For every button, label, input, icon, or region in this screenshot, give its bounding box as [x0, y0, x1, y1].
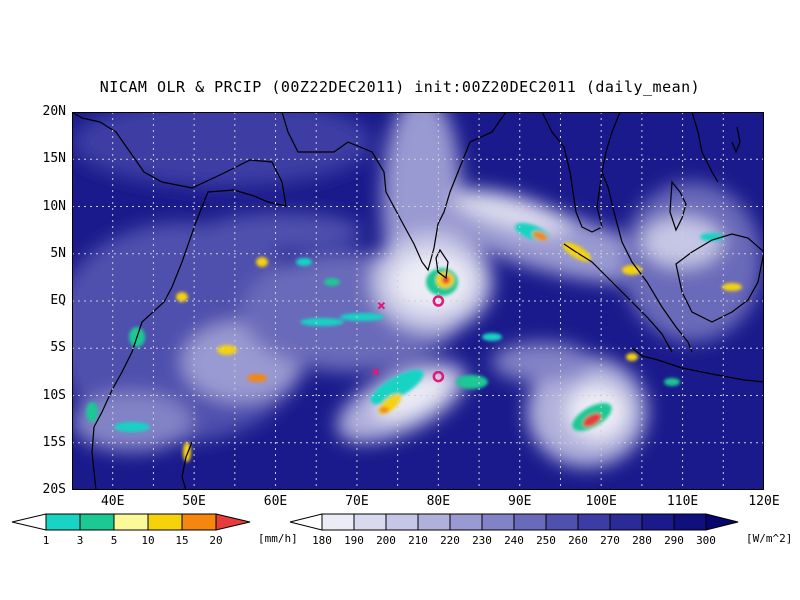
lat-tick-label: 10S: [42, 387, 66, 403]
colorbar-tick-label: 190: [344, 534, 364, 547]
storm-center-circle-marker: [432, 295, 445, 307]
colorbar-swatch: [481, 513, 515, 531]
lon-tick-label: 90E: [508, 494, 532, 509]
precip-cells: [86, 222, 742, 462]
colorbar-high-arrow: [215, 513, 251, 531]
colorbar-tick-label: 5: [110, 534, 118, 547]
colorbar-high-arrow: [705, 513, 739, 531]
lon-tick-label: 40E: [100, 494, 125, 509]
lat-tick-label: 15N: [42, 151, 66, 167]
lon-tick-label: 60E: [263, 494, 288, 509]
colorbar-unit-label: [mm/h]: [258, 532, 298, 545]
colorbar-swatch: [181, 513, 217, 531]
colorbar-swatch: [417, 513, 451, 531]
colorbar-swatch: [45, 513, 81, 531]
colorbar-swatch: [545, 513, 579, 531]
storm-center-circle-marker: [432, 370, 445, 383]
colorbar-swatch: [321, 513, 355, 531]
lon-tick-label: 100E: [585, 494, 617, 509]
lon-tick-label: 70E: [345, 494, 369, 509]
colorbar-tick-label: 230: [472, 534, 492, 547]
lon-tick-label: 80E: [426, 494, 451, 509]
storm-center-cross-marker: [377, 302, 386, 310]
lon-tick-label: 110E: [666, 494, 699, 509]
lat-tick-label: 20N: [42, 104, 66, 119]
colorbar-swatch: [449, 513, 483, 531]
colorbar-swatch: [513, 513, 547, 531]
colorbar-tick-label: 20: [209, 534, 223, 547]
lat-tick-label: 20S: [42, 482, 66, 497]
colorbar-swatch: [641, 513, 675, 531]
lat-tick-label: 15S: [42, 434, 66, 450]
colorbar-tick-label: 260: [568, 534, 588, 547]
colorbar-low-arrow: [11, 513, 47, 531]
colorbar-tick-label: 280: [632, 534, 652, 547]
colorbar-low-arrow: [289, 513, 323, 531]
lat-tick-label: 5S: [50, 340, 66, 356]
colorbar-tick-label: 250: [536, 534, 556, 547]
olr-precip-map: [72, 112, 764, 490]
colorbar-swatch: [113, 513, 149, 531]
olr-cloud-bands: [72, 112, 762, 467]
lon-tick-label: 50E: [182, 494, 206, 509]
lat-tick-label: 10N: [42, 198, 66, 214]
lat-tick-label: 5N: [50, 245, 66, 261]
coastlines: [72, 112, 764, 490]
olr-colorbar: [289, 513, 739, 531]
precip-colorbar: [11, 513, 251, 531]
colorbar-tick-label: 200: [376, 534, 396, 547]
colorbar-swatch: [609, 513, 643, 531]
colorbar-swatch: [353, 513, 387, 531]
colorbar-swatch: [385, 513, 419, 531]
colorbar-swatch: [577, 513, 611, 531]
colorbar-tick-label: 270: [600, 534, 620, 547]
lat-tick-label: EQ: [50, 293, 66, 308]
colorbar-swatch: [147, 513, 183, 531]
colorbar-tick-label: 300: [696, 534, 716, 547]
colorbar-tick-label: 10: [141, 534, 155, 547]
colorbar-tick-label: 3: [76, 534, 84, 547]
storm-center-cross-marker: [371, 368, 380, 376]
lon-tick-label: 120E: [748, 494, 780, 509]
map-title: NICAM OLR & PRCIP (00Z22DEC2011) init:00…: [99, 78, 701, 96]
colorbar-tick-label: 15: [175, 534, 189, 547]
colorbar-tick-label: 220: [440, 534, 460, 547]
colorbar-tick-label: 240: [504, 534, 524, 547]
colorbar-tick-label: 290: [664, 534, 684, 547]
colorbar-tick-label: 180: [312, 534, 332, 547]
map-gridlines: [72, 112, 764, 490]
colorbar-tick-label: 1: [42, 534, 50, 547]
colorbar-swatch: [673, 513, 707, 531]
colorbar-unit-label: [W/m^2]: [746, 532, 793, 545]
colorbar-tick-label: 210: [408, 534, 428, 547]
marker-layer: [371, 295, 445, 383]
colorbar-swatch: [79, 513, 115, 531]
